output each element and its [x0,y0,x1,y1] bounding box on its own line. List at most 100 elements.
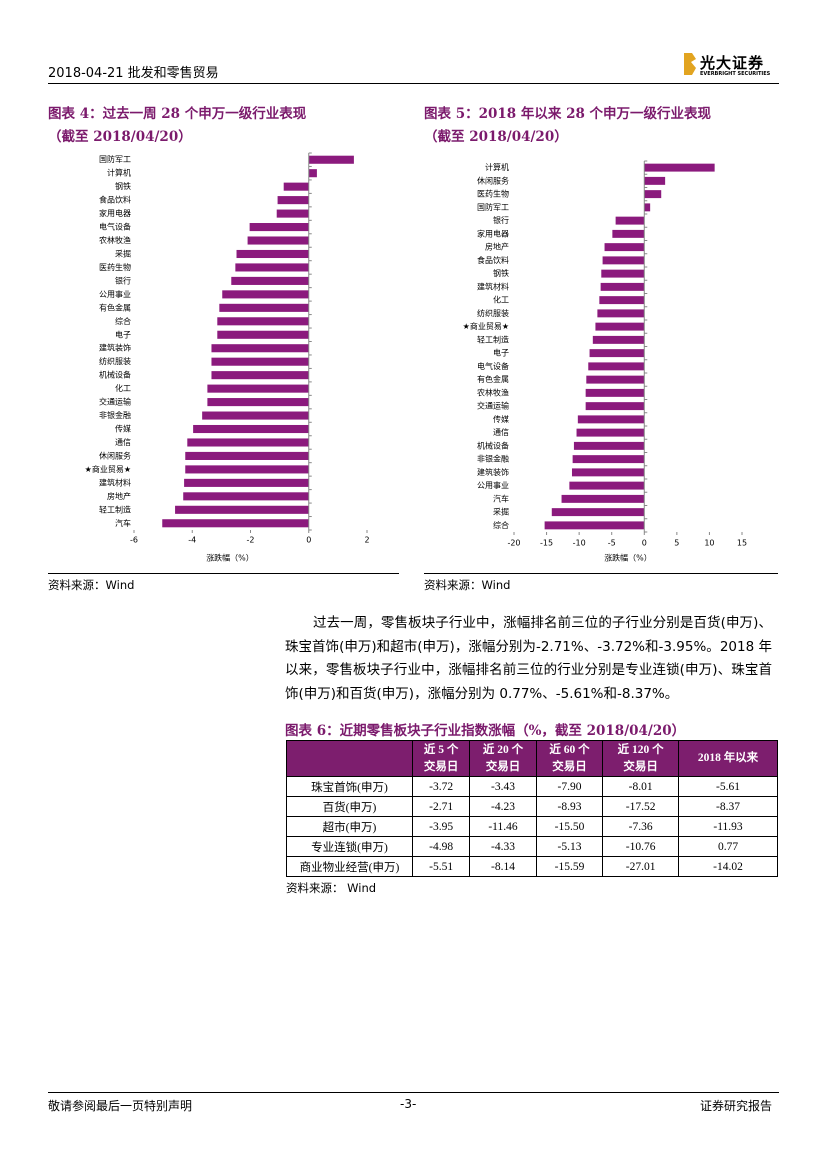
table-cell: -11.46 [469,816,537,837]
category-label: 化工 [493,295,509,305]
table-header-row: 近 5 个 交易日近 20 个 交易日近 60 个 交易日近 120 个 交易日… [286,740,778,777]
logo-text: 光大证券 [700,54,765,72]
bar [644,176,666,185]
category-label: 休闲服务 [99,450,131,460]
table-cell: 商业物业经营(申万) [286,856,413,877]
table-cell: -8.93 [535,796,604,817]
category-label: 机械设备 [99,370,131,380]
x-tick-label: 15 [737,539,747,548]
category-label: 银行 [115,275,131,285]
bar [586,375,645,384]
bar [184,478,309,487]
table-cell: -8.01 [602,776,680,797]
bar [597,309,645,318]
category-label: 纺织服装 [477,308,509,318]
bar [592,335,645,344]
bar [222,290,309,299]
bar [644,190,662,199]
table-header-cell [286,740,413,777]
bar [595,322,645,331]
chart-block: 图表 4：过去一周 28 个申万一级行业表现 （截至 2018/04/20） 国防军… [48,102,399,592]
category-label: 轻工制造 [99,504,131,514]
category-label: 电子 [493,348,509,358]
bar [185,451,309,460]
table-cell: -8.14 [469,856,537,877]
category-label: 医药生物 [99,262,131,272]
table-cell: -14.02 [678,856,778,877]
bar [571,468,645,477]
x-axis-label: 涨跌幅（%） [206,553,254,563]
category-label: 机械设备 [477,440,509,450]
bar [247,236,309,245]
bar [211,371,309,380]
table-row: 专业连锁(申万) -4.98 -4.33 -5.13 -10.76 0.77 [286,836,778,857]
category-label: 电气设备 [477,361,509,371]
category-label: 建筑装饰 [477,467,509,477]
bar [162,519,309,528]
chart: 国防军工计算机钢铁食品饮料家用电器电气设备农林牧渔采掘医药生物银行公用事业有色金… [85,152,370,563]
bar [589,349,645,358]
bar [572,455,645,464]
category-label: 家用电器 [477,228,509,238]
table-cell: 珠宝首饰(申万) [286,776,413,797]
bar [211,357,309,366]
table-cell: -4.23 [469,796,537,817]
footer-center: -3- [400,1097,417,1111]
footer-right: 证券研究报告 [700,1099,773,1113]
table-cell: -5.13 [535,836,604,857]
table-cell: -7.36 [602,816,680,837]
category-label: 建筑材料 [477,281,509,291]
category-label: 轻工制造 [477,334,509,344]
chart-title: 图表 4：过去一周 28 个申万一级行业表现 [48,106,307,122]
bar [577,415,645,424]
table-row: 百货(申万) -2.71 -4.23 -8.93 -17.52 -8.37 [286,796,778,817]
category-label: ★商业贸易★ [85,464,131,474]
table-cell: -7.90 [535,776,604,797]
bar [644,163,715,172]
category-label: 通信 [493,427,509,437]
chart-subtitle: （截至 2018/04/20） [424,129,568,145]
bar [231,276,309,285]
category-label: 非银金融 [477,454,509,464]
x-tick-label: -15 [540,539,553,548]
table-cell: -4.33 [469,836,537,857]
chart-rule [424,573,778,574]
table-header-cell: 2018 年以来 [678,740,778,777]
table-header-cell: 近 60 个 交易日 [535,740,604,777]
chart-rule [48,573,399,574]
x-tick-label: 0 [306,536,311,545]
x-tick-label: -6 [130,536,138,545]
category-label: 采掘 [493,507,509,517]
bar [561,494,645,503]
bar [185,465,309,474]
category-label: 公用事业 [99,289,131,299]
bar [308,169,317,178]
chart-source: 资料来源：Wind [48,578,135,592]
category-label: 食品饮料 [99,195,131,205]
paragraph: 过去一周，零售板块子行业中，涨幅排名前三位的子行业分别是百货(申万)、珠宝首饰(… [285,615,772,702]
x-axis-label: 涨跌幅（%） [604,553,652,563]
bar [236,249,309,259]
category-label: 化工 [115,383,131,393]
category-label: 汽车 [115,518,131,528]
category-label: 休闲服务 [477,175,509,185]
bar [585,388,645,397]
table-row: 商业物业经营(申万) -5.51 -8.14 -15.59 -27.01 -14.02 [286,856,778,877]
table-header-cell: 近 5 个 交易日 [411,740,471,777]
category-label: 银行 [493,215,509,225]
category-label: 家用电器 [99,208,131,218]
category-label: 传媒 [115,424,131,434]
bar [217,317,309,326]
table-cell: -8.37 [678,796,778,817]
category-label: 传媒 [493,414,509,424]
bar [217,330,309,339]
category-label: 医药生物 [477,189,509,199]
category-label: 房地产 [485,242,509,252]
table-title: 图表 6：近期零售板块子行业指数涨幅（%，截至 2018/04/20） [285,723,686,739]
bar [588,362,645,371]
category-label: 采掘 [115,248,131,258]
table-cell: -17.52 [602,796,680,817]
category-label: 公用事业 [477,480,509,490]
table-cell: -3.72 [411,776,471,797]
